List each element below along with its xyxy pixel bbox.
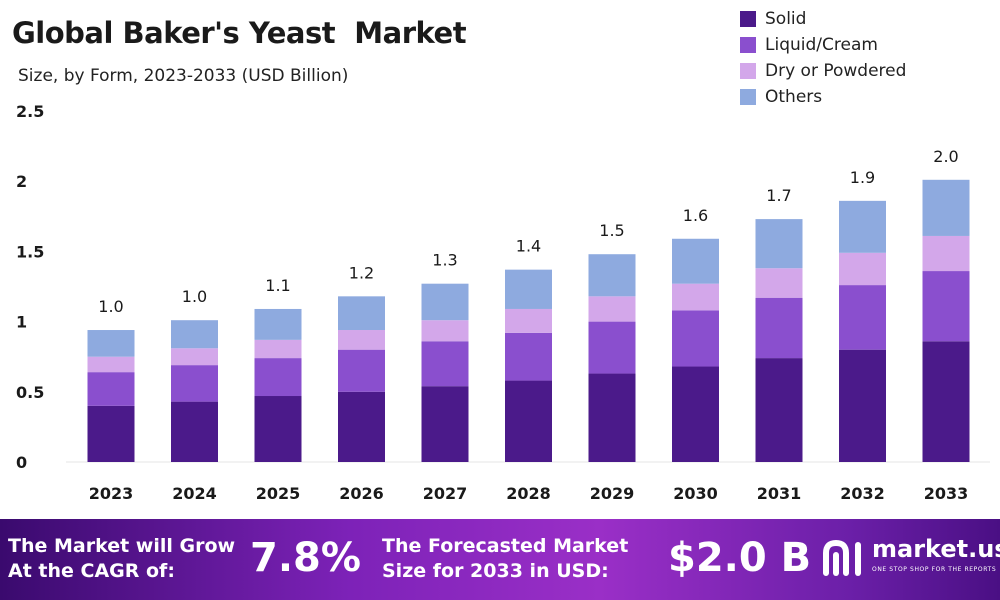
brand-name: market.us <box>872 535 1000 563</box>
legend-item-solid: Solid <box>740 6 906 32</box>
bar-total-label: 1.3 <box>432 251 457 270</box>
brand-tagline: ONE STOP SHOP FOR THE REPORTS <box>872 566 997 573</box>
bar-segment <box>171 401 218 462</box>
x-tick-label: 2027 <box>423 484 468 503</box>
bar-segment <box>588 296 636 322</box>
legend-swatch-solid <box>740 11 756 27</box>
x-tick-label: 2026 <box>339 484 384 503</box>
x-tick-label: 2032 <box>840 484 885 503</box>
bar-segment <box>588 321 636 374</box>
market-us-logo-icon <box>823 539 861 576</box>
bar-segment <box>839 200 886 253</box>
bar-segment <box>254 308 302 340</box>
bar-segment <box>505 269 552 309</box>
bar-segment <box>922 271 970 342</box>
bar-segment <box>672 238 719 284</box>
legend-item-dry-powdered: Dry or Powdered <box>740 58 906 84</box>
chart-legend: Solid Liquid/Cream Dry or Powdered Other… <box>740 6 906 110</box>
legend-label-solid: Solid <box>765 9 807 29</box>
bar-segment <box>171 365 218 402</box>
legend-swatch-dry-powdered <box>740 63 756 79</box>
bar-segment <box>87 372 135 406</box>
bar-total-label: 1.9 <box>850 168 875 187</box>
cagr-caption: The Market will Grow At the CAGR of: <box>8 535 236 582</box>
chart-subtitle: Size, by Form, 2023-2033 (USD Billion) <box>18 66 349 86</box>
y-tick-label: 1 <box>16 313 27 332</box>
bar-segment <box>755 297 803 359</box>
bar-segment <box>922 179 970 236</box>
legend-label-dry-powdered: Dry or Powdered <box>765 61 907 81</box>
bar-total-label: 1.1 <box>265 276 290 295</box>
bar-segment <box>588 373 636 462</box>
bar-total-label: 1.2 <box>349 263 374 282</box>
bar-segment <box>87 405 135 462</box>
legend-label-liquid-cream: Liquid/Cream <box>765 35 878 55</box>
bar-segment <box>672 366 719 462</box>
bar-segment <box>171 348 218 366</box>
bar-segment <box>338 391 385 462</box>
bar-segment <box>254 358 302 397</box>
legend-swatch-liquid-cream <box>740 37 756 53</box>
bar-segment <box>755 219 803 269</box>
x-tick-label: 2023 <box>89 484 134 503</box>
y-tick-label: 2.5 <box>16 102 44 121</box>
x-tick-label: 2025 <box>256 484 301 503</box>
stacked-bar-chart: 0 0.5 1 1.5 2 2.5 1.0 2023 1.0 2024 1.1 2025 1.2 2026… <box>16 102 990 503</box>
bar-segment <box>254 339 302 359</box>
y-tick-label: 0.5 <box>16 383 44 402</box>
bar-segment <box>421 283 469 321</box>
bar-segment <box>755 358 803 462</box>
chart-title: Global Baker's Yeast Market <box>12 16 467 50</box>
legend-item-liquid-cream: Liquid/Cream <box>740 32 906 58</box>
bar-segment <box>338 349 385 392</box>
legend-swatch-others <box>740 89 756 105</box>
forecast-caption: The Forecasted Market Size for 2033 in U… <box>382 535 629 582</box>
bar-segment <box>922 235 970 272</box>
bar-segment <box>755 268 803 298</box>
x-tick-label: 2028 <box>506 484 551 503</box>
bar-segment <box>588 254 636 297</box>
x-tick-label: 2031 <box>757 484 802 503</box>
y-tick-label: 0 <box>16 453 27 472</box>
bar-segment <box>839 349 886 462</box>
bar-total-label: 1.6 <box>683 206 708 225</box>
legend-item-others: Others <box>740 84 906 110</box>
x-tick-label: 2029 <box>590 484 635 503</box>
forecast-value: $2.0 B <box>668 535 812 581</box>
bar-total-label: 1.4 <box>516 237 541 256</box>
y-tick-label: 2 <box>16 172 27 191</box>
x-tick-label: 2033 <box>924 484 969 503</box>
legend-label-others: Others <box>765 87 823 107</box>
bar-segment <box>421 386 469 462</box>
x-tick-label: 2030 <box>673 484 718 503</box>
bar-segment <box>505 308 552 333</box>
y-tick-label: 1.5 <box>16 242 44 261</box>
bar-segment <box>421 341 469 387</box>
cagr-value: 7.8% <box>250 535 361 581</box>
bar-segment <box>839 252 886 286</box>
bar-segment <box>672 310 719 367</box>
bar-segment <box>338 330 385 350</box>
bar-total-label: 1.0 <box>98 297 123 316</box>
bar-segment <box>87 356 135 373</box>
bar-segment <box>171 320 218 349</box>
summary-banner: The Market will Grow At the CAGR of: 7.8… <box>0 519 1000 600</box>
bar-segment <box>87 330 135 357</box>
x-tick-label: 2024 <box>172 484 217 503</box>
bar-total-label: 1.7 <box>766 186 791 205</box>
bar-total-label: 1.5 <box>599 221 624 240</box>
bar-segment <box>922 341 970 462</box>
bar-total-label: 2.0 <box>933 147 958 166</box>
bar-segment <box>672 283 719 311</box>
bar-segment <box>421 320 469 342</box>
bar-total-label: 1.0 <box>182 287 207 306</box>
bar-segment <box>254 396 302 462</box>
bar-segment <box>505 332 552 381</box>
bar-segment <box>505 380 552 462</box>
bar-segment <box>338 296 385 331</box>
bar-segment <box>839 285 886 350</box>
